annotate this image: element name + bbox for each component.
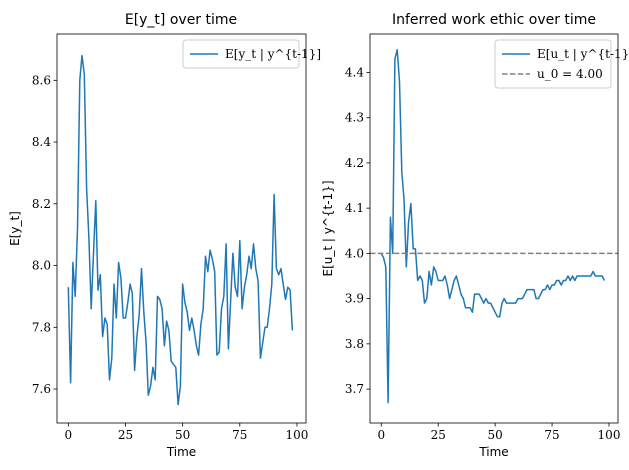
legend-box [182,39,300,69]
legend: E[u_t | y^{t-1}] u_0 = 4.00 [494,39,629,89]
y-tick-label: 4.3 [345,111,364,125]
axes-frame [56,33,307,424]
y-tick-label: 4.0 [345,246,364,260]
chart-title: Inferred work ethic over time [392,12,596,28]
legend-label-2: u_0 = 4.00 [537,67,603,81]
x-tick-label: 0 [64,428,72,442]
x-tick-label: 25 [118,428,133,442]
y-tick-label: 8.6 [32,73,51,87]
legend-label-1: E[u_t | y^{t-1}] [537,47,629,61]
x-tick-label: 25 [431,428,446,442]
x-tick-label: 100 [286,428,309,442]
y-tick-label: 3.9 [345,292,364,306]
y-tick-label: 8.4 [32,135,51,149]
x-tick-label: 75 [232,428,247,442]
legend-label-1: E[y_t | y^{t-1}] [225,47,321,61]
y-tick-label: 3.7 [345,382,364,396]
x-tick-label: 50 [487,428,502,442]
series-line-1 [67,54,294,406]
series-group [67,54,294,406]
legend: E[y_t | y^{t-1}] [182,39,321,69]
axes-frame [369,33,619,424]
chart-panel-2: Inferred work ethic over time 0 25 50 75 100 3… [321,12,629,459]
x-tick-label: 75 [544,428,559,442]
legend-box [494,39,612,89]
x-tick-label: 100 [598,428,621,442]
x-tick-label: 50 [175,428,190,442]
series-line-1 [380,49,606,404]
x-axis-label: Time [166,445,196,459]
x-axis-label: Time [478,445,508,459]
y-axis-label: E[u_t | y^{t-1}] [321,180,335,276]
y-tick-label: 4.4 [345,65,364,79]
y-tick-label: 8.0 [32,259,51,273]
chart-panel-1: E[y_t] over time 0 25 50 75 100 7.6 7.8 8.0 8.2 8.… [8,12,321,459]
y-tick-label: 7.8 [32,320,51,334]
y-tick-label: 4.1 [345,201,364,215]
y-axis-label: E[y_t] [8,211,22,246]
y-tick-label: 8.2 [32,197,51,211]
y-tick-label: 7.6 [32,382,51,396]
y-tick-label: 4.2 [345,156,364,170]
series-group [370,49,618,404]
y-tick-label: 3.8 [345,337,364,351]
x-tick-label: 0 [377,428,385,442]
chart-title: E[y_t] over time [125,12,237,28]
